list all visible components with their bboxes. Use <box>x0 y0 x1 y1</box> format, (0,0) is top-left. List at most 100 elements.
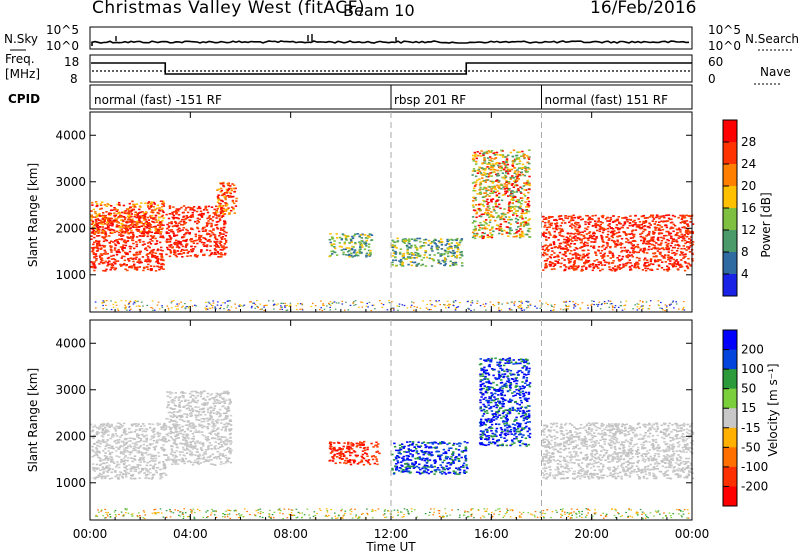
data-cell <box>101 223 104 226</box>
data-cell <box>104 232 107 235</box>
data-cell <box>482 224 485 226</box>
data-cell <box>97 242 101 245</box>
data-cell <box>567 266 570 269</box>
data-cell <box>407 263 410 266</box>
data-cell <box>158 308 161 310</box>
data-cell <box>95 468 99 470</box>
data-cell <box>588 216 592 219</box>
data-cell <box>490 150 494 152</box>
data-cell <box>160 265 163 268</box>
data-cell <box>110 300 112 302</box>
data-cell <box>554 227 558 230</box>
data-cell <box>431 241 434 243</box>
data-cell <box>485 179 488 181</box>
data-cell <box>460 238 464 240</box>
data-cell <box>222 418 225 421</box>
data-cell <box>134 258 138 260</box>
data-cell <box>126 447 129 449</box>
data-cell <box>567 308 569 310</box>
data-cell <box>328 303 331 305</box>
station-title: Christmas Valley West (fitACF) <box>92 0 366 18</box>
data-cell <box>614 265 617 268</box>
data-cell <box>617 265 620 267</box>
data-cell <box>543 218 546 220</box>
data-cell <box>133 430 137 433</box>
data-cell <box>512 212 516 214</box>
data-cell <box>543 260 547 262</box>
data-cell <box>216 245 220 247</box>
data-cell <box>123 224 127 227</box>
data-cell <box>509 178 512 180</box>
data-cell <box>529 227 532 230</box>
data-cell <box>517 171 520 173</box>
data-cell <box>527 304 529 307</box>
data-cell <box>141 469 144 471</box>
data-cell <box>477 229 481 231</box>
data-cell <box>659 244 662 246</box>
data-cell <box>388 302 391 304</box>
data-cell <box>515 176 519 179</box>
data-cell <box>136 435 139 438</box>
data-cell <box>657 236 660 239</box>
data-cell <box>125 437 128 440</box>
data-cell <box>500 154 503 156</box>
data-cell <box>128 245 131 248</box>
data-cell <box>182 252 185 254</box>
data-cell <box>238 305 240 307</box>
data-cell <box>616 267 619 269</box>
data-cell <box>118 463 121 466</box>
data-cell <box>129 206 132 209</box>
data-cell <box>105 304 107 306</box>
data-cell <box>323 304 325 306</box>
data-cell <box>224 241 228 243</box>
data-cell <box>560 218 563 220</box>
data-cell <box>213 212 217 214</box>
data-cell <box>132 449 135 452</box>
colorbar-swatch <box>723 164 737 187</box>
data-cell <box>176 308 178 310</box>
data-cell <box>618 260 621 262</box>
data-cell <box>95 230 98 233</box>
data-cell <box>545 246 549 249</box>
data-cell <box>391 249 395 252</box>
data-cell <box>343 243 346 245</box>
data-cell <box>496 190 499 192</box>
data-cell <box>131 237 134 239</box>
data-cell <box>192 208 195 211</box>
data-cell <box>138 428 141 430</box>
data-cell <box>506 211 510 214</box>
data-cell <box>98 255 102 257</box>
data-cell <box>228 451 231 453</box>
data-cell <box>504 190 507 193</box>
data-cell <box>100 477 104 480</box>
data-cell <box>599 252 602 254</box>
data-cell <box>224 202 227 204</box>
data-cell <box>523 154 526 156</box>
data-cell <box>151 211 154 214</box>
data-cell <box>90 219 93 221</box>
data-cell <box>141 454 144 457</box>
data-cell <box>483 168 486 170</box>
data-cell <box>547 249 550 251</box>
data-cell <box>666 265 669 268</box>
data-cell <box>112 229 116 232</box>
data-cell <box>117 201 121 204</box>
data-cell <box>189 239 192 241</box>
data-cell <box>460 253 463 256</box>
data-cell <box>458 241 462 244</box>
data-cell <box>111 460 114 462</box>
data-cell <box>674 260 677 262</box>
data-cell <box>128 217 131 220</box>
data-cell <box>502 161 505 163</box>
data-cell <box>492 165 495 167</box>
data-cell <box>181 224 185 226</box>
data-cell <box>135 429 138 431</box>
data-cell <box>497 303 500 305</box>
data-cell <box>675 301 677 303</box>
data-cell <box>475 212 478 215</box>
data-cell <box>203 226 206 229</box>
data-cell <box>518 236 522 239</box>
data-cell <box>391 244 394 247</box>
data-cell <box>649 258 653 260</box>
data-cell <box>478 184 482 186</box>
